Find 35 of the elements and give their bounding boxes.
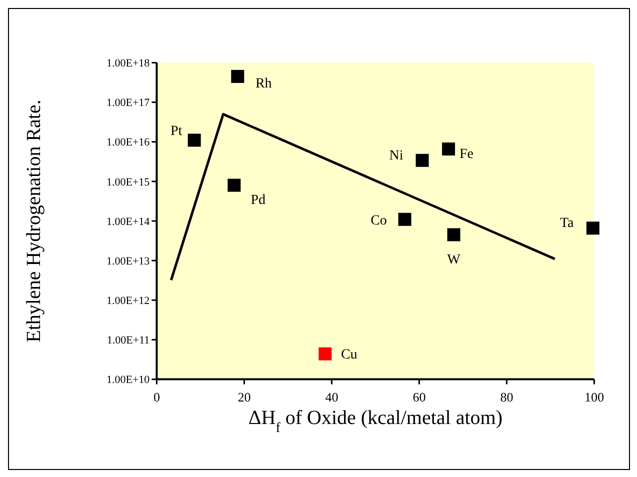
y-tick-label: 1.00E+13 — [106, 255, 150, 268]
point — [416, 154, 429, 167]
y-tick-label: 1.00E+16 — [106, 136, 150, 149]
point — [447, 228, 460, 242]
y-tick-label: 1.00E+12 — [106, 295, 150, 307]
annotation: Cu — [340, 348, 358, 363]
point — [586, 222, 600, 235]
x-tick-label: 60 — [412, 389, 426, 404]
y-tick-label: 1.00E+11 — [106, 334, 150, 347]
annotation: Pt — [170, 124, 182, 140]
y-tick-label: 1.00E+10 — [106, 374, 150, 386]
annotation: Ni — [389, 148, 404, 164]
y-tick-label: 1.00E+18 — [106, 58, 150, 70]
x-tick-label: 40 — [325, 389, 338, 404]
y-tick-label: 1.00E+17 — [106, 97, 150, 110]
x-tick-label: 80 — [500, 389, 514, 404]
x-tick-label: 20 — [238, 389, 251, 404]
annotation: Rh — [255, 76, 272, 92]
point — [231, 70, 244, 83]
annotation: W — [447, 252, 462, 268]
y-axis-title: Ethylene Hydrogenation Rate. — [23, 100, 45, 342]
point — [398, 212, 412, 226]
annotation: Co — [370, 213, 387, 228]
point — [442, 142, 456, 156]
point — [318, 347, 332, 360]
x-axis-title: ΔH$_{f}$ of Oxide (kcal/metal atom) — [248, 407, 503, 436]
x-tick-label: 100 — [584, 389, 604, 404]
y-tick-label: 1.00E+15 — [106, 176, 150, 188]
annotation: Pd — [250, 193, 266, 208]
point — [228, 178, 241, 192]
annotation: Fe — [460, 146, 474, 162]
x-tick-label: 0 — [153, 389, 160, 404]
annotation: Ta — [560, 216, 575, 232]
y-tick-label: 1.00E+14 — [106, 216, 150, 228]
point — [188, 134, 201, 147]
